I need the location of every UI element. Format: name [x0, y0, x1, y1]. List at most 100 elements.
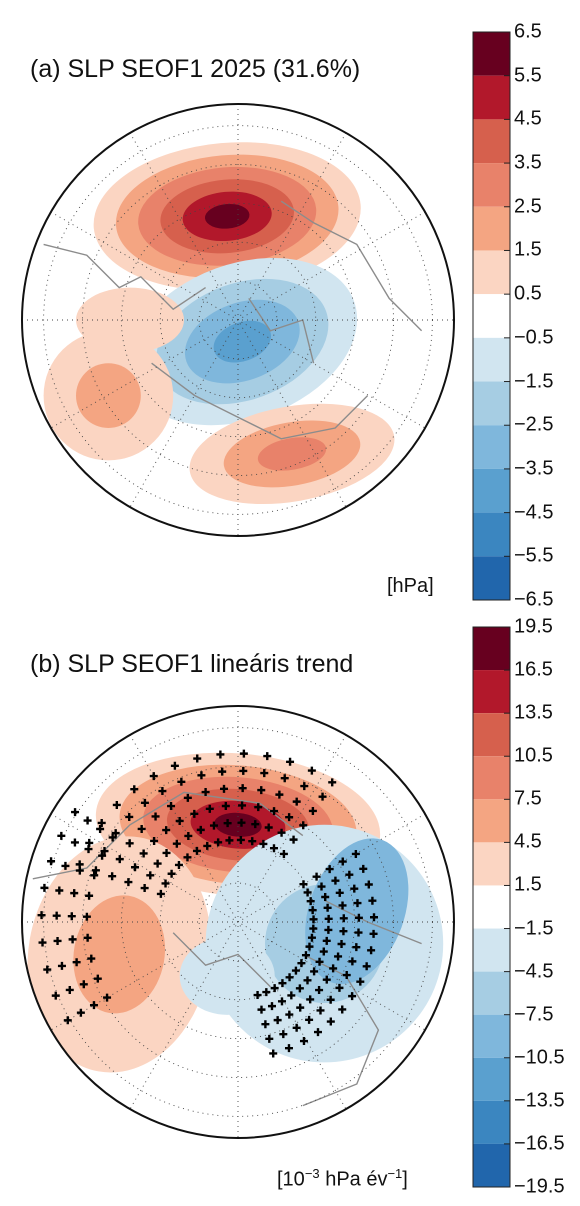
significance-marker: [254, 803, 263, 812]
colorbar-a-swatch: [473, 75, 510, 120]
significance-marker: [324, 914, 333, 923]
map-a-outline: [21, 103, 455, 537]
significance-marker: [356, 977, 365, 986]
colorbar-b-swatch: [473, 713, 510, 757]
colorbar-a-swatch: [473, 250, 510, 295]
colorbar-b: [472, 626, 511, 1188]
significance-marker: [203, 841, 212, 850]
significance-marker: [37, 911, 46, 920]
significance-marker: [300, 782, 309, 791]
significance-marker: [285, 1010, 294, 1019]
significance-marker: [237, 818, 246, 827]
significance-marker: [297, 959, 306, 968]
map-b-outline: [21, 705, 455, 1139]
significance-marker: [301, 951, 310, 960]
significance-marker: [260, 769, 269, 778]
significance-marker: [326, 1017, 335, 1026]
significance-marker: [277, 997, 286, 1006]
significance-marker: [359, 864, 368, 873]
colorbar-b-tick-label: −4.5: [514, 960, 554, 983]
significance-marker: [342, 971, 351, 980]
map-b: [21, 705, 455, 1139]
significance-marker: [307, 933, 316, 942]
significance-marker: [68, 935, 77, 944]
significance-marker: [57, 831, 66, 840]
significance-marker: [214, 838, 223, 847]
significance-marker: [124, 878, 133, 887]
significance-marker: [52, 911, 61, 920]
significance-marker: [278, 979, 287, 988]
significance-marker: [362, 962, 371, 971]
map-a-contour: [76, 287, 184, 353]
significance-marker: [285, 813, 294, 822]
significance-marker: [156, 889, 165, 898]
colorbar-a-tick-label: −1.5: [514, 370, 554, 393]
significance-marker: [174, 860, 183, 869]
map-a-graticule: [22, 104, 454, 536]
significance-marker: [329, 964, 338, 973]
significance-marker: [259, 839, 268, 848]
colorbar-a-tick-label: −3.5: [514, 457, 554, 480]
significance-marker: [53, 936, 62, 945]
colorbar-b-tick-label: −19.5: [514, 1175, 565, 1198]
significance-marker: [328, 778, 337, 787]
significance-marker: [367, 946, 376, 955]
significance-marker: [196, 825, 205, 834]
significance-marker: [83, 933, 92, 942]
map-b-significance: [37, 749, 378, 1058]
units-b-main: [10: [277, 1168, 305, 1191]
significance-marker: [309, 915, 318, 924]
meridian-line: [129, 734, 347, 1110]
significance-marker: [175, 816, 184, 825]
significance-marker: [324, 925, 333, 934]
significance-marker: [115, 855, 124, 864]
meridian-line: [129, 132, 347, 508]
significance-marker: [338, 857, 347, 866]
meridian-line: [129, 132, 347, 508]
significance-marker: [57, 961, 66, 970]
significance-marker: [286, 757, 295, 766]
colorbar-b-tick-label: −1.5: [514, 917, 554, 940]
significance-marker: [292, 797, 301, 806]
significance-marker: [93, 974, 102, 983]
significance-marker: [269, 1049, 278, 1058]
significance-marker: [264, 823, 273, 832]
units-b-exp1: −3: [304, 1166, 320, 1181]
significance-marker: [322, 936, 331, 945]
latitude-circle: [120, 804, 356, 1040]
meridian-line: [50, 813, 426, 1031]
significance-marker: [305, 942, 314, 951]
significance-marker: [84, 845, 93, 854]
significance-marker: [364, 880, 373, 889]
significance-marker: [287, 991, 296, 1000]
significance-marker: [61, 861, 70, 870]
significance-marker: [308, 806, 317, 815]
significance-marker: [87, 954, 96, 963]
significance-marker: [220, 784, 229, 793]
significance-marker: [306, 995, 315, 1004]
colorbar-b-swatch: [473, 1100, 510, 1144]
significance-marker: [317, 882, 326, 891]
colorbar-a-tick-label: −2.5: [514, 413, 554, 436]
significance-marker: [280, 774, 289, 783]
significance-marker: [348, 992, 357, 1001]
colorbar-b-units: [10−3 hPa év−1]: [277, 1166, 408, 1192]
latitude-circle: [82, 164, 394, 476]
significance-marker: [149, 772, 158, 781]
significance-marker: [269, 844, 278, 853]
significance-marker: [67, 912, 76, 921]
significance-marker: [103, 993, 112, 1002]
significance-marker: [251, 820, 260, 829]
map-a-coastline: [248, 298, 315, 364]
significance-marker: [299, 880, 308, 889]
significance-marker: [238, 784, 247, 793]
significance-marker: [125, 812, 134, 821]
significance-marker: [354, 913, 363, 922]
significance-marker: [238, 801, 247, 810]
significance-marker: [71, 808, 80, 817]
significance-marker: [296, 1003, 305, 1012]
significance-marker: [291, 966, 300, 975]
significance-marker: [306, 897, 315, 906]
colorbar-b-swatch: [473, 928, 510, 972]
significance-marker: [79, 980, 88, 989]
